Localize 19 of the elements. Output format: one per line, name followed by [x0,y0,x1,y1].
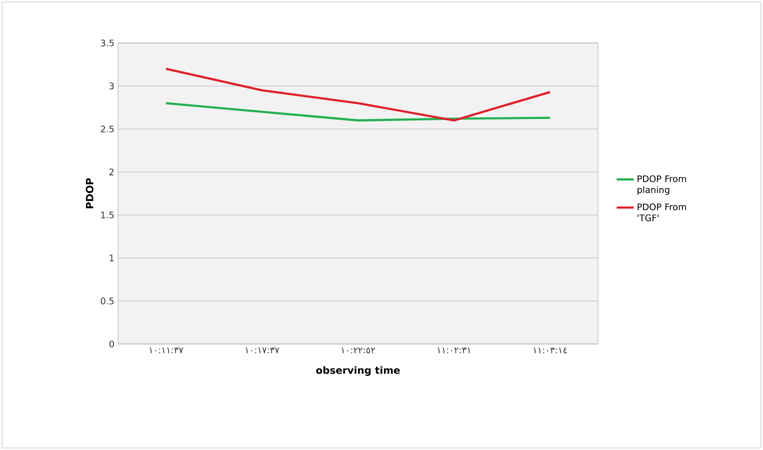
y-tick-label: 1 [110,254,114,262]
y-tick-label: 1.5 [101,212,114,218]
y-axis-title: PDOP [86,178,94,208]
x-axis-title: observing time [316,366,400,376]
y-tick-label: 0 [109,340,114,348]
x-tick-label: ١٠:٢٢:٥٢ [342,348,376,354]
line-series [164,68,552,122]
y-tick-label: 3.5 [100,40,114,46]
y-tick-label: 0.5 [100,298,114,304]
legend-label: PDOP From planing [638,175,686,195]
line-series [164,102,552,122]
y-tick-label: 3 [109,82,114,90]
y-tick-label: 2.5 [100,126,114,132]
x-tick-label: ١٠:١١:٣٧ [150,348,184,354]
legend-label: PDOP From 'TGF' [638,203,686,222]
x-tick-label: ١٠:١٧:٣٧ [246,348,280,354]
x-tick-label: ١١:٠٣:١٤ [534,348,567,354]
x-tick-label: ١١:٠٢:٣١ [438,348,470,354]
y-tick-label: 2 [109,168,114,176]
